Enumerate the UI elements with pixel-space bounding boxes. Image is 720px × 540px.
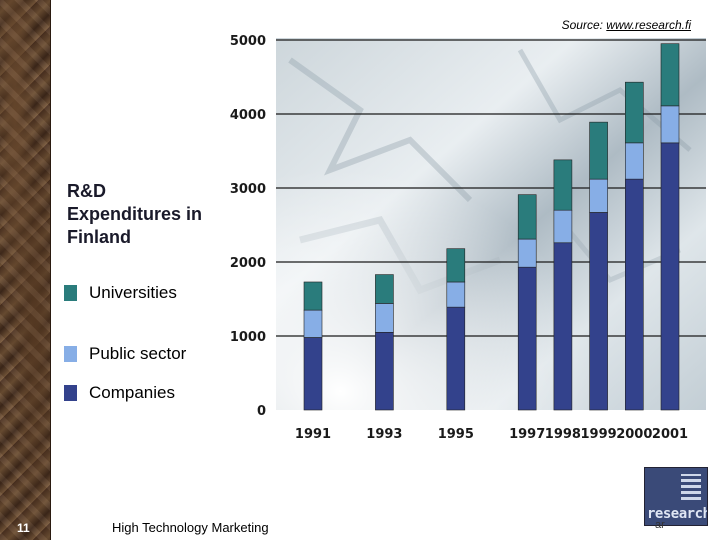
- legend-swatch-universities: [64, 285, 77, 301]
- bar-companies-1999: [589, 212, 608, 411]
- bar-universities-2001: [660, 43, 680, 107]
- x-tick-label-2000: 2000: [616, 427, 652, 442]
- legend-swatch-public-sector: [64, 346, 77, 362]
- bars: [303, 43, 680, 411]
- bar-public-sector-1995: [446, 281, 466, 308]
- legend-label-universities: Universities: [89, 283, 177, 302]
- x-tick-label-1993: 1993: [366, 427, 402, 442]
- bar-universities-1991: [303, 281, 323, 311]
- bar-public-sector-1998: [553, 209, 573, 244]
- y-tick-label-2000: 2000: [230, 256, 266, 271]
- x-tick-label-1999: 1999: [581, 427, 617, 442]
- y-tick-label-4000: 4000: [230, 108, 266, 123]
- decorative-sidebar: [0, 0, 51, 540]
- legend-item-public-sector: Public sector: [64, 344, 186, 364]
- bar-companies-2000: [624, 178, 644, 411]
- source-prefix: Source:: [561, 18, 607, 32]
- bar-public-sector-1999: [589, 178, 608, 213]
- bar-public-sector-2000: [624, 142, 644, 180]
- x-tick-label-1997: 1997: [509, 427, 545, 442]
- bar-public-sector-1993: [375, 303, 394, 333]
- legend-item-universities: Universities: [64, 283, 177, 303]
- x-axis-ticks: 1991 1993 1995 1997 1998 1999 2000 2001: [295, 427, 688, 442]
- bar-universities-1995: [446, 248, 466, 283]
- legend-swatch-companies: [64, 385, 77, 401]
- legend-label-companies: Companies: [89, 383, 175, 402]
- bar-companies-1998: [553, 242, 573, 411]
- logo-stripe: [681, 474, 701, 500]
- research-logo: research: [644, 467, 708, 526]
- y-tick-label-5000: 5000: [230, 34, 266, 49]
- bar-companies-2001: [660, 142, 680, 411]
- source-note: Source: www.research.fi: [562, 18, 691, 32]
- x-tick-label-1991: 1991: [295, 427, 331, 442]
- page-number: 11: [17, 521, 30, 535]
- bar-public-sector-1997: [517, 238, 537, 268]
- footer-tag: ar: [655, 519, 665, 531]
- x-tick-label-1995: 1995: [438, 427, 474, 442]
- bar-companies-1993: [375, 331, 394, 411]
- bar-companies-1995: [446, 306, 466, 411]
- legend-item-companies: Companies: [64, 383, 175, 403]
- bar-companies-1991: [303, 337, 323, 411]
- bar-universities-1998: [553, 159, 573, 211]
- legend-label-public-sector: Public sector: [89, 344, 187, 363]
- bar-universities-1993: [375, 274, 394, 304]
- y-tick-label-3000: 3000: [230, 182, 266, 197]
- y-tick-label-0: 0: [257, 404, 266, 419]
- y-tick-label-1000: 1000: [230, 330, 266, 345]
- bar-universities-2000: [624, 81, 644, 144]
- source-link[interactable]: www.research.fi: [606, 18, 691, 32]
- bar-public-sector-2001: [660, 105, 680, 144]
- x-tick-label-1998: 1998: [545, 427, 581, 442]
- x-tick-label-2001: 2001: [652, 427, 688, 442]
- bar-companies-1997: [517, 266, 537, 411]
- bar-universities-1997: [517, 194, 537, 240]
- chart-title: R&D Expenditures in Finland: [67, 181, 203, 247]
- bar-universities-1999: [589, 121, 608, 180]
- bar-public-sector-1991: [303, 309, 323, 338]
- footer-text: High Technology Marketing: [112, 520, 269, 535]
- logo-word: research: [647, 506, 708, 522]
- y-axis-ticks: 0 1000 2000 3000 4000 5000: [230, 34, 266, 419]
